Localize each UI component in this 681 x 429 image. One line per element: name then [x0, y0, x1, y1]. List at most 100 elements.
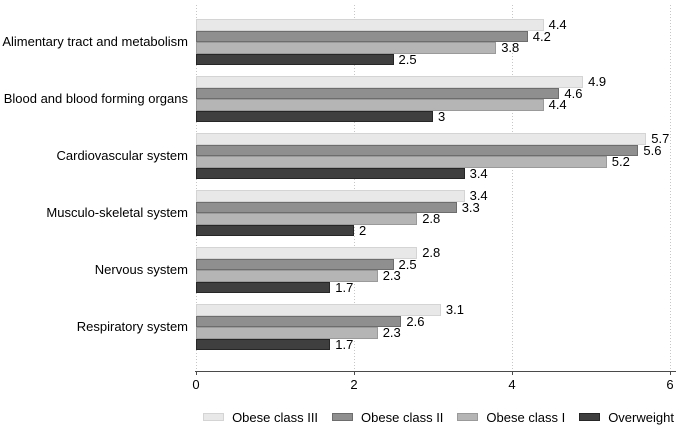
legend-swatch — [332, 413, 354, 421]
bar — [196, 144, 639, 156]
bar — [196, 87, 560, 99]
bar-value-label: 2.8 — [422, 211, 441, 226]
bar-value-label: 5.7 — [651, 131, 670, 146]
bar — [196, 30, 528, 42]
bar-value-label: 3.4 — [469, 165, 488, 181]
bar-value-label: 3.4 — [469, 188, 488, 203]
bar — [196, 76, 584, 88]
x-tick-label: 2 — [350, 377, 358, 392]
bar — [196, 304, 441, 316]
bar-value-label: 4.4 — [548, 17, 567, 32]
bar-row: 1.7 — [196, 279, 670, 295]
bar — [196, 99, 544, 111]
bar — [196, 338, 331, 350]
legend-item: Obese class II — [332, 410, 443, 425]
bar-value-label: 3.1 — [445, 302, 464, 317]
plot-area: 4.4 4.2 3.8 2.5 4.9 4.6 4.4 3 5.7 5.6 5.2 3.4 3.4 3.3… — [196, 5, 671, 371]
bar-row: 5.6 — [196, 142, 670, 158]
legend-item: Overweight — [579, 410, 674, 425]
bar-row: 4.4 — [196, 97, 670, 112]
x-tick — [670, 371, 671, 375]
x-tick-label: 4 — [508, 377, 516, 392]
bar-value-label: 2.8 — [422, 245, 441, 260]
bar-value-label: 2.3 — [382, 325, 401, 340]
category-label: Musculo-skeletal system — [46, 205, 188, 220]
bar-row: 1.7 — [196, 336, 670, 352]
bar-row: 3.4 — [196, 188, 670, 203]
bar-value-label: 4.9 — [588, 74, 607, 89]
bar — [196, 258, 394, 270]
legend-label: Obese class II — [361, 409, 444, 425]
category-label: Blood and blood forming organs — [3, 91, 188, 106]
category-label: Nervous system — [94, 262, 188, 277]
bar-value-label: 3.3 — [461, 199, 480, 215]
bar-row: 2.3 — [196, 269, 670, 282]
bar-row: 3 — [196, 108, 670, 124]
bar-value-label: 4.2 — [532, 28, 551, 44]
bar — [196, 42, 497, 54]
bar — [196, 270, 378, 282]
bar-row: 4.4 — [196, 17, 670, 32]
x-axis-line — [195, 371, 676, 372]
bar-value-label: 1.7 — [335, 336, 354, 352]
x-tick — [354, 371, 355, 375]
bar-row: 2.8 — [196, 245, 670, 260]
category-label: Alimentary tract and metabolism — [2, 34, 188, 49]
bar — [196, 315, 402, 327]
x-tick — [512, 371, 513, 375]
legend-label: Obese class III — [232, 409, 319, 425]
bar-value-label: 2.5 — [398, 51, 417, 67]
x-tick-label: 6 — [666, 377, 674, 392]
bar-group: 3.1 2.6 2.3 1.7 — [196, 302, 670, 352]
bar-value-label: 4.6 — [564, 85, 583, 101]
bar-row: 2.3 — [196, 325, 670, 340]
bar-value-label: 3 — [438, 108, 446, 124]
bar-row: 2.6 — [196, 313, 670, 329]
bar-row: 3.4 — [196, 165, 670, 181]
bar-row: 2 — [196, 222, 670, 238]
legend: Obese class III Obese class II Obese class… — [196, 408, 681, 426]
category-label: Respiratory system — [76, 319, 188, 334]
bar-row: 4.2 — [196, 28, 670, 44]
gridline — [354, 5, 355, 371]
bar-row: 2.5 — [196, 258, 670, 270]
legend-label: Overweight — [608, 409, 674, 425]
bar-value-label: 5.2 — [611, 154, 630, 169]
bar-group: 4.9 4.6 4.4 3 — [196, 74, 670, 124]
bar-value-label: 2 — [359, 222, 367, 238]
bar-group: 2.8 2.5 2.3 1.7 — [196, 245, 670, 295]
bar-row: 3.8 — [196, 40, 670, 55]
bar — [196, 327, 378, 339]
bar-value-label: 4.4 — [548, 97, 567, 112]
legend-swatch — [579, 413, 601, 421]
bar — [196, 19, 544, 31]
bar-value-label: 5.6 — [643, 142, 662, 158]
bar-row: 2.8 — [196, 211, 670, 226]
bar — [196, 133, 647, 145]
bar-row: 3.1 — [196, 302, 670, 317]
bar-row: 4.9 — [196, 74, 670, 89]
bar — [196, 110, 433, 122]
bar-row: 5.2 — [196, 154, 670, 169]
bar — [196, 247, 418, 259]
bar-value-label: 3.8 — [501, 40, 520, 55]
legend-swatch — [203, 413, 225, 421]
x-tick-label: 0 — [192, 377, 200, 392]
gridline — [512, 5, 513, 371]
bar — [196, 53, 394, 65]
bar — [196, 190, 465, 202]
legend-swatch — [457, 413, 479, 421]
bar-row: 5.7 — [196, 131, 670, 146]
bar — [196, 224, 354, 236]
gridline — [670, 5, 671, 371]
bar-value-label: 1.7 — [335, 279, 354, 295]
bar-row: 3.3 — [196, 199, 670, 215]
legend-label: Obese class I — [486, 409, 566, 425]
bar — [196, 167, 465, 179]
bar-value-label: 2.6 — [406, 313, 425, 329]
legend-item: Obese class III — [203, 410, 318, 425]
bar-row: 4.6 — [196, 85, 670, 101]
bar — [196, 156, 607, 168]
bar-group: 5.7 5.6 5.2 3.4 — [196, 131, 670, 181]
